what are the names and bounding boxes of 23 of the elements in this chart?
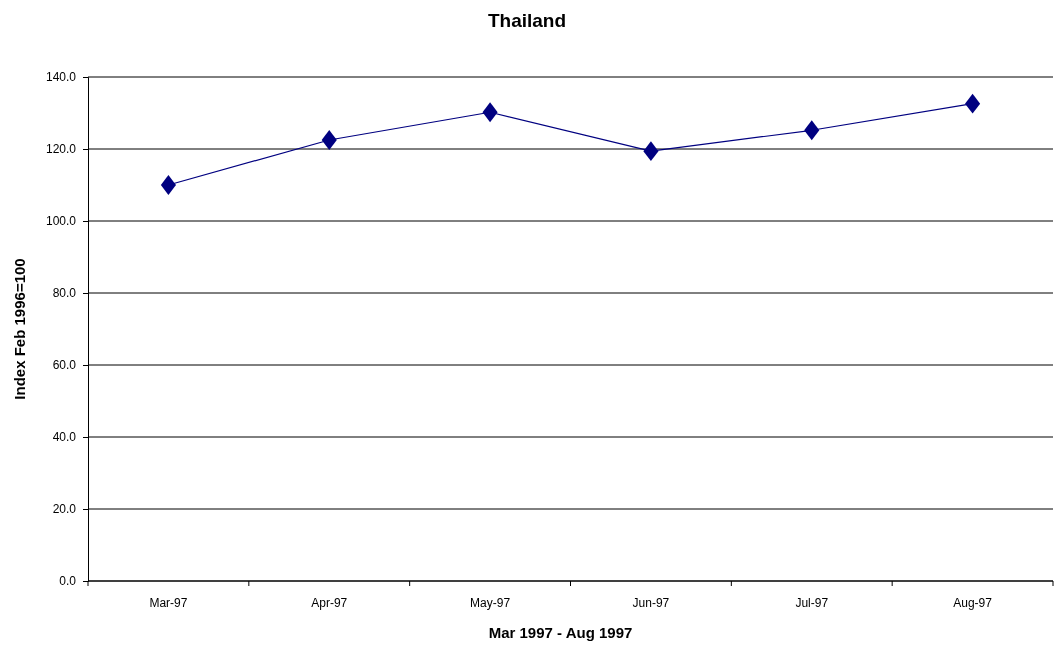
point: [321, 130, 337, 150]
point: [804, 120, 820, 141]
y-tick-label: 100.0: [45, 214, 77, 229]
y-tick-label: 120.0: [45, 142, 77, 157]
y-tick-label: 80.0: [52, 286, 77, 301]
y-tick-label: 60.0: [52, 358, 77, 373]
chart-title: Thailand: [487, 10, 567, 31]
y-tick-label: 0.0: [59, 574, 77, 589]
x-tick-label: Jun-97: [632, 596, 670, 610]
point: [965, 93, 981, 114]
x-tick-label: Apr-97: [311, 596, 348, 610]
y-axis-title: Index Feb 1996=100: [11, 258, 28, 400]
y-tick-label: 20.0: [52, 502, 77, 517]
y-tick-label: 140.0: [45, 70, 77, 85]
y-tick-label: 40.0: [52, 430, 77, 445]
point: [160, 175, 176, 195]
x-axis-title: Mar 1997 - Aug 1997: [488, 624, 633, 641]
point: [643, 141, 659, 162]
x-tick-label: Mar-97: [149, 596, 188, 610]
x-tick-label: May-97: [470, 596, 511, 610]
x-tick-label: Aug-97: [953, 596, 993, 610]
point: [482, 102, 498, 123]
x-tick-label: Jul-97: [795, 596, 829, 610]
